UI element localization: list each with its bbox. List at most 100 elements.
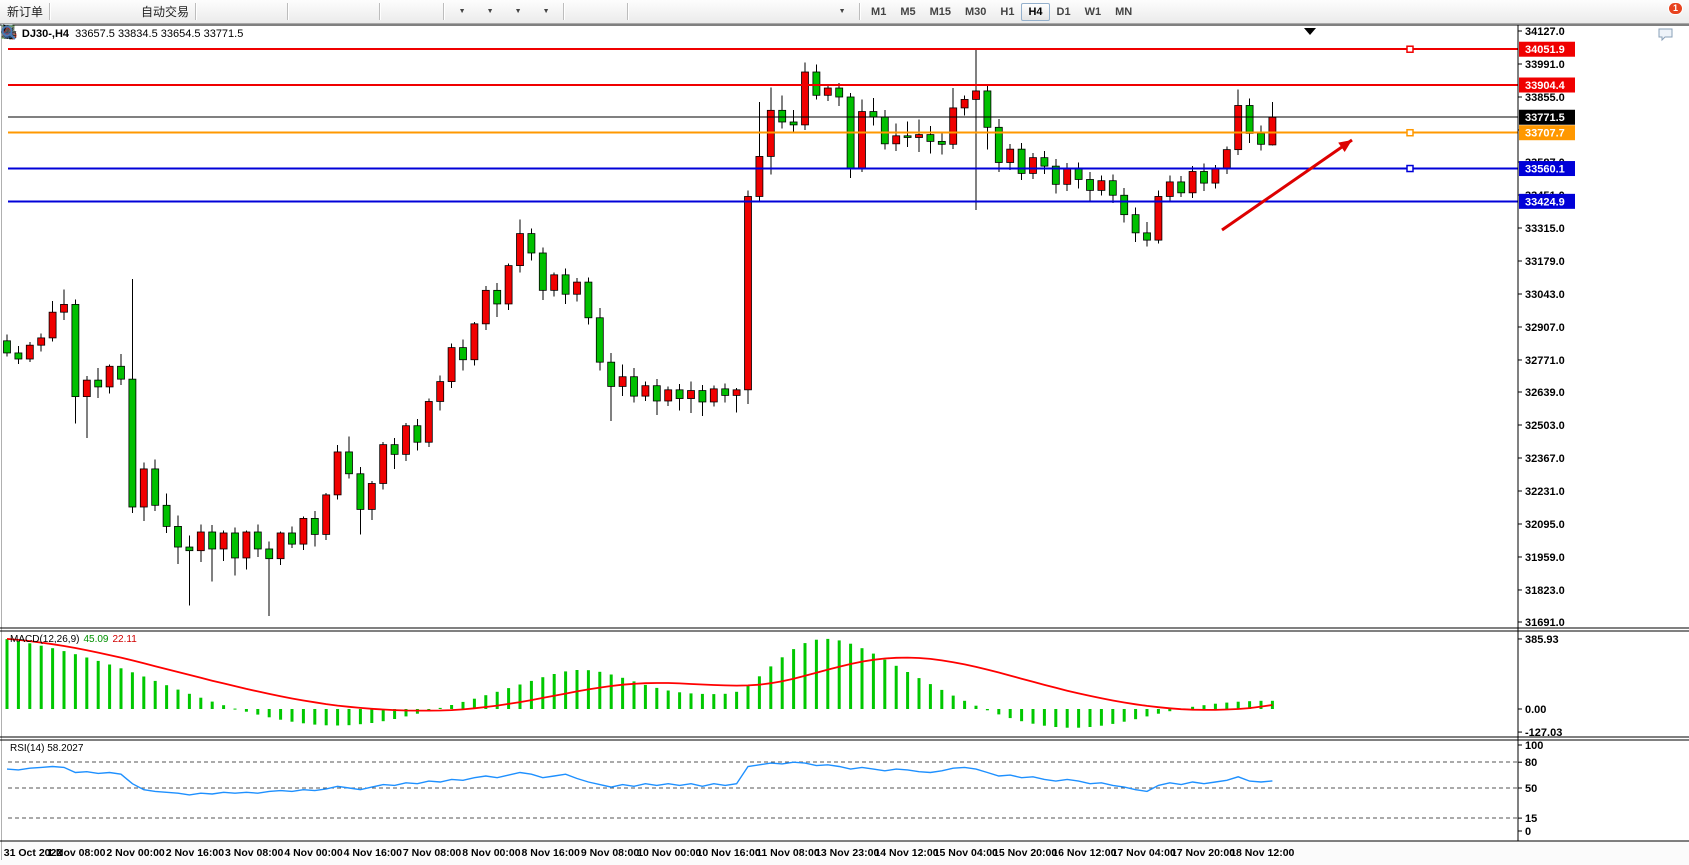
time-axis-label: 10 Nov 16:00 — [696, 847, 760, 859]
macd-histogram-bar — [643, 684, 647, 709]
bar-chart-button[interactable] — [2, 1, 228, 38]
chat-icon — [1658, 28, 1673, 41]
price-tick-label: 32771.0 — [1525, 355, 1565, 367]
horizontal-line-tool-button[interactable] — [1, 1, 688, 33]
macd-histogram-bar — [541, 677, 545, 709]
zoom-in-button[interactable] — [2, 1, 320, 39]
macd-histogram-bar — [5, 639, 9, 709]
candle-bearish — [253, 531, 262, 550]
signals-button[interactable] — [1, 1, 138, 39]
candle-bullish — [333, 451, 342, 496]
text-label-tool-button[interactable]: T — [1, 1, 828, 38]
time-axis-label: 17 Nov 04:00 — [1112, 847, 1176, 859]
timeframe-button-MN[interactable]: MN — [1115, 5, 1133, 18]
macd-histogram-bar — [461, 701, 465, 709]
chart-shift-marker[interactable] — [1304, 28, 1316, 35]
timeframe-button-W1[interactable]: W1 — [1084, 5, 1102, 18]
period-button[interactable]: ▼ — [1, 1, 504, 39]
search-button[interactable] — [1, 1, 1651, 40]
candle-bearish — [869, 111, 878, 118]
macd-histogram-bar — [267, 709, 271, 718]
candle-bullish — [139, 468, 148, 508]
candle-bullish — [447, 347, 456, 382]
macd-histogram-bar — [757, 676, 761, 709]
chart-window-button[interactable] — [1, 1, 110, 38]
candle-bearish — [789, 121, 798, 126]
level-line-handle[interactable] — [1406, 128, 1414, 137]
level-line-handle[interactable] — [1406, 164, 1414, 173]
candle-bearish — [185, 546, 194, 552]
zoom-out-button[interactable] — [2, 1, 348, 39]
candle-bearish — [1131, 214, 1140, 234]
line-chart-button[interactable] — [1, 1, 284, 37]
chart-symbol-period: DJ30-,H4 — [21, 28, 69, 40]
crosshair-tool-button[interactable] — [1, 1, 624, 39]
macd-histogram-bar — [666, 690, 670, 709]
macd-histogram-bar — [472, 698, 476, 709]
timeframe-button-M30[interactable]: M30 — [965, 5, 987, 18]
new-order-button[interactable]: 新订单 — [1, 1, 46, 39]
candle-bullish — [550, 274, 559, 291]
shapes-tool-button[interactable]: ▼ — [2, 1, 856, 38]
autotrade-button[interactable]: 自动交易 — [1, 1, 192, 40]
candle-bullish — [481, 289, 490, 325]
candle-bearish — [778, 109, 787, 123]
candle-bearish — [265, 548, 274, 560]
time-axis-label: 16 Nov 12:00 — [1052, 847, 1116, 859]
candle-bearish — [652, 385, 661, 402]
macd-histogram-bar — [119, 668, 123, 709]
macd-histogram-bar — [780, 657, 784, 709]
candle-bullish — [1211, 168, 1220, 184]
macd-histogram-bar — [130, 672, 134, 709]
time-axis-label: 3 Nov 08:00 — [225, 847, 284, 859]
candle-bullish — [367, 483, 376, 510]
macd-histogram-bar — [404, 709, 408, 717]
macd-histogram-bar — [883, 659, 887, 709]
candle-bullish — [48, 311, 57, 339]
timeframe-button-H1[interactable]: H1 — [1000, 5, 1015, 18]
fibonacci-tool-button[interactable]: F — [2, 1, 772, 40]
tile-windows-button[interactable] — [1, 1, 376, 39]
macd-axis-label: 385.93 — [1525, 634, 1559, 646]
chart-canvas[interactable]: 34127.033991.033855.033719.033587.033451… — [0, 24, 1689, 865]
equidistant-channel-tool-button[interactable]: E — [1, 1, 744, 40]
macd-histogram-bar — [1042, 709, 1046, 726]
timeframe-button-M15[interactable]: M15 — [929, 5, 951, 18]
timeframe-button-H4[interactable]: H4 — [1021, 2, 1050, 21]
timeframe-button-M5[interactable]: M5 — [900, 5, 916, 18]
text-icon: A — [3, 25, 11, 39]
notifications-button[interactable]: 1 — [1657, 1, 1683, 41]
candle-bearish — [459, 347, 467, 361]
candlestick-button[interactable] — [2, 1, 256, 39]
chart-title[interactable]: ▼DJ30-,H4 33657.5 33834.5 33654.5 33771.… — [10, 28, 243, 40]
macd-histogram-bar — [290, 709, 294, 722]
candle-bearish — [1177, 181, 1186, 194]
add-chart-button[interactable]: ▼ — [1, 1, 476, 39]
market-button[interactable] — [1, 1, 82, 39]
trendline-tool-button[interactable] — [1, 1, 716, 38]
timeframe-button-M1[interactable]: M1 — [871, 5, 887, 18]
autoscroll-button[interactable] — [2, 1, 412, 37]
candle-bearish — [345, 451, 353, 475]
candle-bullish — [1222, 149, 1231, 169]
candle-bearish — [926, 134, 935, 142]
toolbar-separator — [443, 3, 446, 20]
price-badge — [1519, 41, 1575, 57]
chart-shift-button[interactable] — [2, 1, 440, 37]
candle-bullish — [801, 71, 809, 126]
timeframe-button-D1[interactable]: D1 — [1056, 5, 1071, 18]
vertical-line-tool-button[interactable] — [6, 1, 660, 39]
candle-bullish — [37, 337, 46, 346]
template-button[interactable]: ▼ — [1, 1, 560, 38]
text-tool-button[interactable]: A — [3, 1, 800, 39]
trend-arrow-line[interactable] — [1221, 138, 1353, 232]
candle-bearish — [983, 90, 992, 128]
macd-signal-value: 22.11 — [112, 634, 137, 645]
candle-bullish — [322, 494, 331, 535]
cursor-tool-button[interactable] — [3, 1, 596, 40]
level-line-handle[interactable] — [1406, 45, 1414, 53]
candle-bullish — [105, 365, 114, 388]
rsi-axis-label: 80 — [1525, 757, 1537, 769]
indicators-button[interactable]: ▼ — [1, 1, 532, 39]
rsi-axis-label: 15 — [1525, 813, 1537, 825]
